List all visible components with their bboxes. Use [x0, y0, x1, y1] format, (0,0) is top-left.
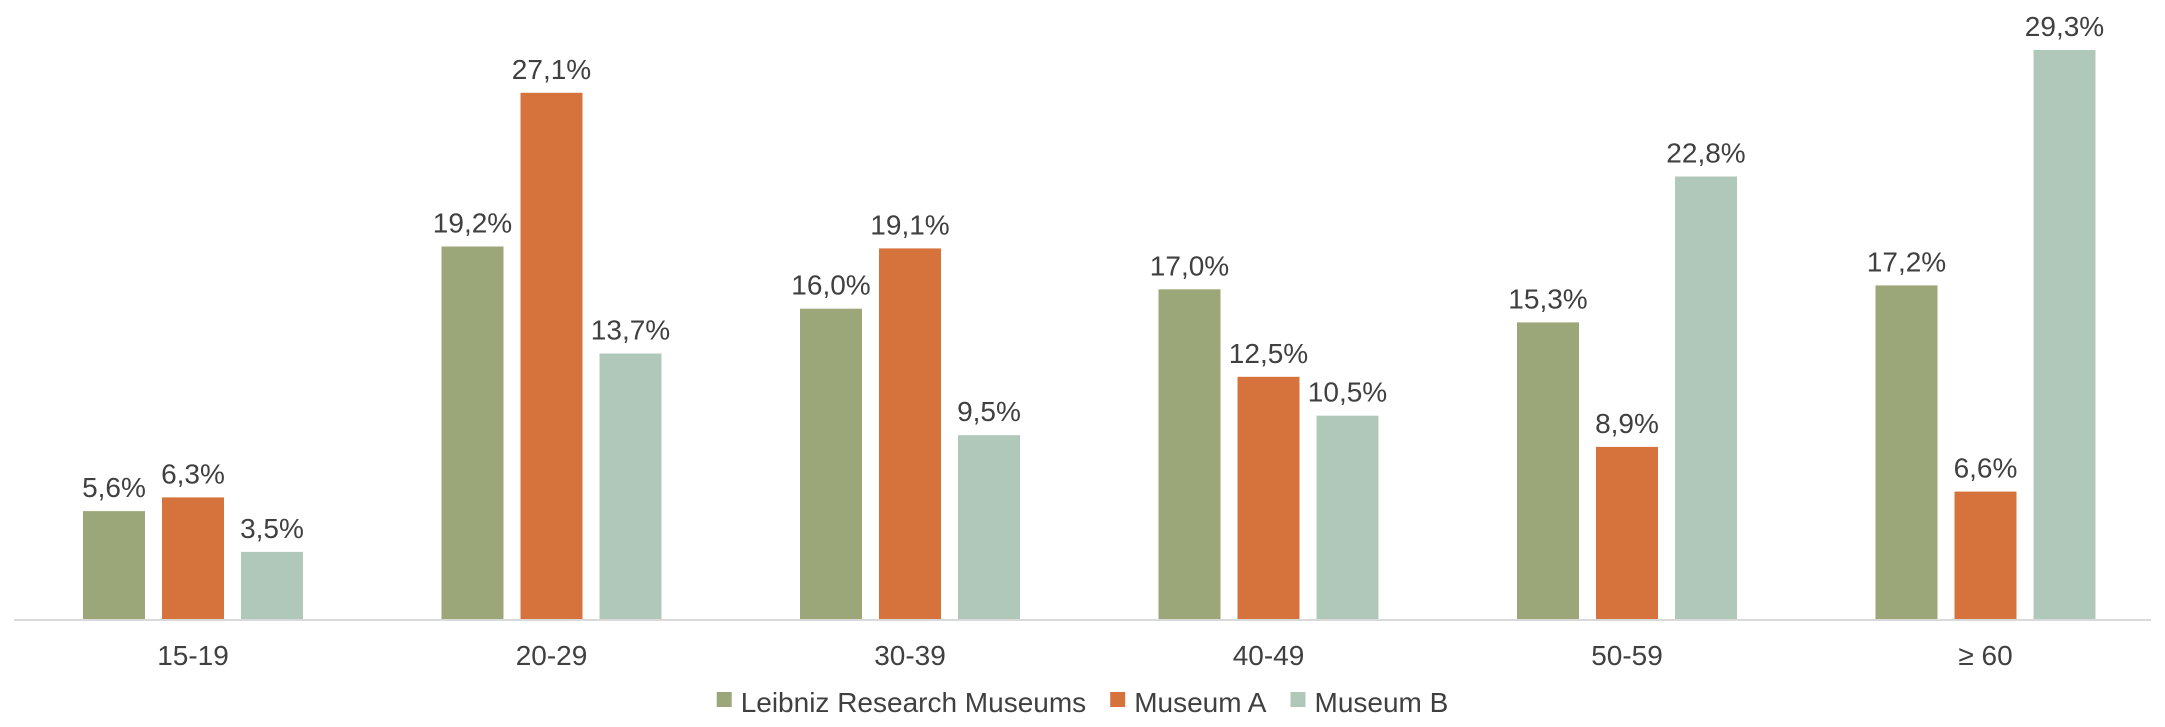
bar — [520, 92, 583, 621]
legend: Leibniz Research Museums Museum A Museum B — [716, 687, 1449, 718]
legend-swatch — [1290, 692, 1306, 707]
legend-label: Museum B — [1315, 687, 1449, 718]
bar — [241, 551, 303, 620]
data-label: 5,6% — [82, 472, 146, 503]
bar — [83, 511, 145, 620]
bar — [1316, 415, 1379, 620]
data-label: 3,5% — [240, 513, 304, 544]
bar — [1875, 285, 1938, 620]
legend-swatch — [716, 692, 732, 707]
data-label: 17,0% — [1150, 250, 1229, 281]
bar — [441, 246, 504, 620]
x-axis-tick-labels: 15-19 20-29 30-39 40-49 50-59 ≥ 60 — [157, 640, 2012, 671]
data-label: 29,3% — [2025, 11, 2104, 42]
bar — [1675, 176, 1737, 620]
bar — [162, 497, 224, 620]
data-label: 16,0% — [791, 270, 870, 301]
data-label: 12,5% — [1229, 338, 1308, 369]
bar — [1237, 376, 1300, 620]
bar — [1158, 289, 1221, 620]
bars-layer — [83, 50, 2096, 621]
bar — [800, 308, 862, 620]
bar — [2033, 50, 2096, 620]
data-label: 15,3% — [1508, 283, 1587, 314]
data-label: 13,7% — [591, 315, 670, 346]
bar — [879, 248, 941, 620]
value-labels-layer: 5,6% 6,3% 3,5% 19,2% 27,1% 13,7% 16,0%19,1% 9,5… — [82, 11, 2104, 544]
data-label: 17,2% — [1867, 246, 1946, 277]
x-tick-label: 50-59 — [1591, 640, 1663, 671]
data-label: 10,5% — [1308, 377, 1387, 408]
x-tick-label: 40-49 — [1233, 640, 1305, 671]
bar — [1517, 322, 1579, 620]
data-label: 19,2% — [433, 208, 512, 239]
data-label: 19,1% — [870, 209, 949, 240]
data-label: 6,3% — [161, 458, 225, 489]
data-label: 8,9% — [1595, 408, 1659, 439]
x-tick-label: ≥ 60 — [1958, 640, 2012, 671]
data-label: 6,6% — [1954, 453, 2018, 484]
bar — [958, 435, 1020, 620]
data-label: 9,5% — [957, 396, 1021, 427]
bar — [599, 353, 662, 620]
data-label: 27,1% — [512, 54, 591, 85]
x-tick-label: 20-29 — [516, 640, 588, 671]
bar — [1596, 446, 1658, 620]
legend-swatch — [1110, 692, 1126, 707]
data-label: 22,8% — [1666, 138, 1745, 169]
legend-label: Museum A — [1134, 687, 1267, 718]
bar — [1954, 491, 2017, 620]
legend-label: Leibniz Research Museums — [741, 687, 1086, 718]
x-tick-label: 30-39 — [874, 640, 946, 671]
x-tick-label: 15-19 — [157, 640, 229, 671]
